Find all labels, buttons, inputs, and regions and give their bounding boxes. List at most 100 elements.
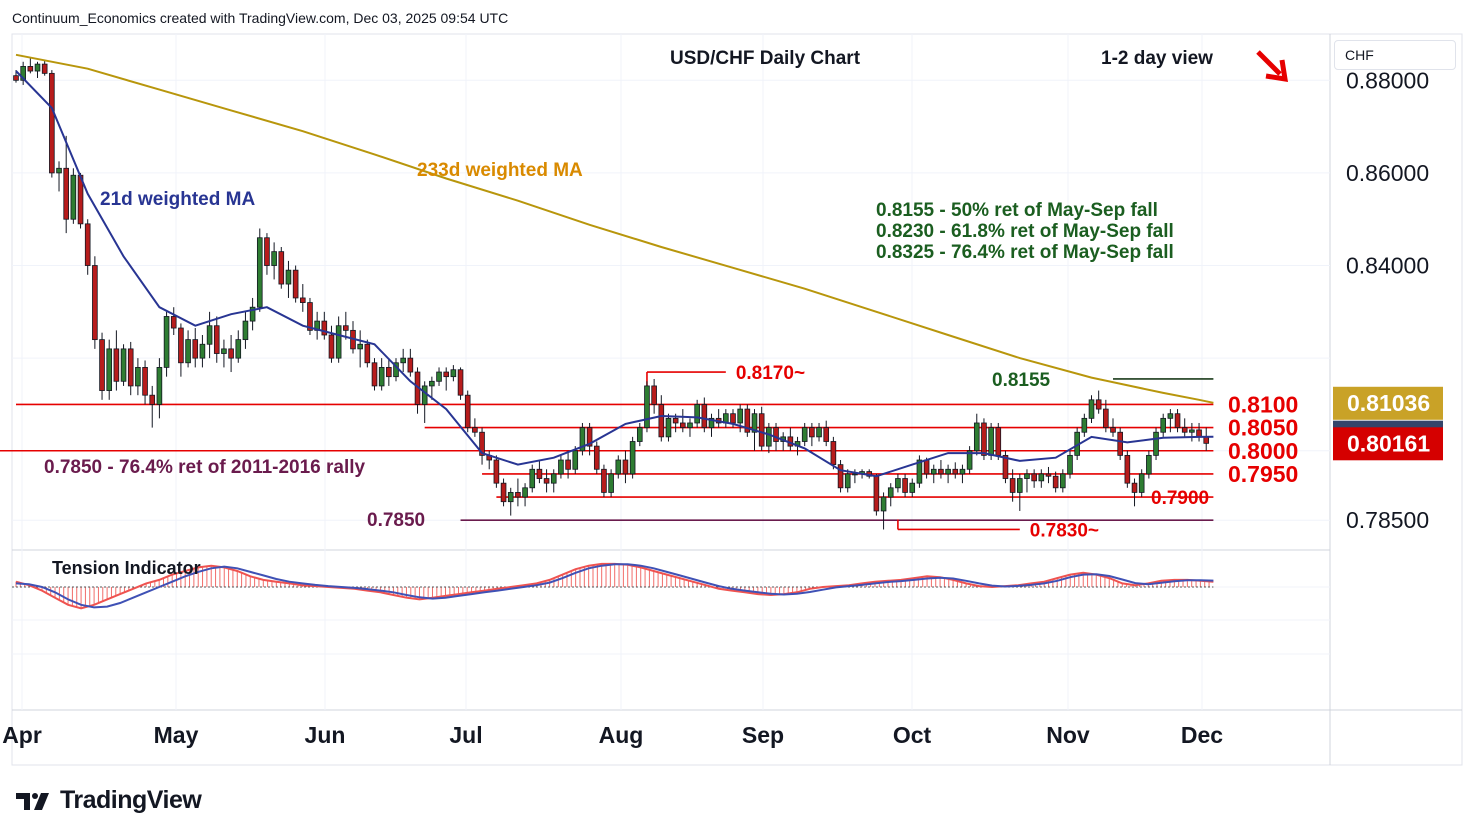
candle-down — [142, 367, 148, 396]
price-badge-box — [1333, 427, 1443, 461]
candle-up — [429, 380, 435, 387]
candle-down — [938, 468, 944, 475]
candle-down — [113, 348, 120, 382]
candle-up — [529, 468, 536, 489]
tension-indicator-title: Tension Indicator — [52, 558, 201, 578]
candle-up — [973, 422, 980, 452]
price-badge-label: 0.80161 — [1347, 430, 1430, 456]
time-tick-label: Jun — [305, 722, 346, 748]
candle-up — [206, 325, 213, 345]
chart-title: USD/CHF Daily Chart — [670, 48, 861, 69]
candle-down — [651, 385, 657, 405]
candle-up — [357, 343, 363, 350]
arrow-down-right-icon — [1256, 50, 1289, 83]
candle-down — [1196, 429, 1202, 438]
candle-up — [34, 63, 41, 72]
candle-down — [1009, 478, 1016, 493]
time-tick-label: Jul — [449, 722, 482, 748]
candle-up — [644, 385, 650, 429]
candle-down — [923, 459, 930, 475]
candle-down — [443, 371, 449, 378]
candle-down — [809, 427, 815, 438]
candle-down — [601, 468, 607, 493]
chart-annotations: USD/CHF Daily Chart 1-2 day view 233d weig… — [44, 48, 1298, 541]
candle-down — [830, 441, 837, 466]
ma233-label: 233d weighted MA — [417, 160, 583, 181]
candle-down — [500, 482, 507, 503]
candle-down — [680, 422, 686, 429]
price-badge-last: 0.80161 — [1333, 427, 1443, 461]
candle-down — [543, 478, 550, 484]
candle-down — [472, 427, 478, 433]
ma-21-line — [15, 70, 1214, 478]
candle-up — [436, 371, 442, 382]
candle-up — [522, 487, 528, 498]
candle-down — [457, 369, 464, 396]
price-badge-ma233: 0.81036 — [1333, 386, 1443, 420]
candle-up — [242, 320, 249, 341]
candle-up — [185, 339, 191, 364]
candle-down — [364, 343, 371, 364]
candle-down — [464, 394, 471, 429]
price-tick-label: 0.86000 — [1346, 160, 1429, 186]
candle-down — [264, 237, 270, 266]
time-tick-label: Apr — [2, 722, 42, 748]
candle-up — [959, 468, 966, 475]
support-resistance-levels — [0, 371, 1214, 531]
level-label: 0.7850 — [367, 510, 425, 531]
candle-down — [292, 269, 299, 299]
candle-up — [1088, 399, 1095, 419]
candle-down — [952, 468, 959, 475]
candle-down — [902, 478, 908, 493]
candle-down — [981, 422, 987, 456]
candle-down — [328, 334, 335, 359]
fib-retracement-note: 0.8230 - 61.8% ret of May-Sep fall — [876, 221, 1174, 242]
candle-up — [909, 482, 916, 493]
candle-down — [343, 325, 349, 331]
candle-down — [493, 459, 500, 484]
candle-down — [1110, 427, 1116, 433]
tradingview-logo: TradingView — [14, 786, 202, 815]
candle-up — [615, 459, 622, 475]
candle-down — [1103, 408, 1109, 429]
candle-up — [930, 468, 937, 475]
candle-up — [1024, 473, 1030, 479]
candle-down — [213, 325, 220, 354]
candle-up — [1146, 454, 1152, 475]
level-label: 0.7830~ — [1030, 520, 1099, 541]
candle-up — [1138, 473, 1145, 493]
candle-up — [120, 348, 127, 382]
candle-up — [421, 385, 428, 405]
candle-up — [1038, 473, 1045, 482]
currency-selector[interactable]: CHF — [1334, 40, 1456, 70]
candle-down — [49, 72, 55, 174]
ma21-label: 21d weighted MA — [100, 189, 255, 210]
candle-up — [687, 422, 693, 429]
chart-header: Continuum_Economics created with Trading… — [12, 10, 509, 26]
candle-up — [945, 468, 951, 475]
price-badge-box — [1333, 386, 1443, 420]
candle-down — [99, 339, 105, 391]
candle-up — [221, 348, 227, 354]
candle-down — [371, 362, 378, 387]
candle-down — [744, 408, 751, 433]
candle-up — [163, 316, 170, 368]
candle-up — [629, 441, 636, 475]
candle-up — [852, 473, 858, 476]
time-tick-label: Dec — [1181, 722, 1223, 748]
candle-up — [887, 487, 894, 498]
ma-233-line — [15, 53, 1214, 404]
candle-down — [192, 339, 199, 359]
candle-down — [299, 297, 306, 303]
time-tick-label: Nov — [1046, 722, 1090, 748]
chart-border — [11, 33, 1463, 766]
candle-up — [56, 167, 62, 174]
time-tick-label: Aug — [599, 722, 644, 748]
candle-down — [63, 167, 69, 220]
candle-up — [335, 325, 342, 359]
candle-up — [844, 473, 851, 489]
chart-axes: 0.880000.860000.840000.785000.810360.803… — [2, 67, 1443, 748]
candle-down — [127, 348, 134, 387]
candle-up — [1189, 429, 1195, 433]
